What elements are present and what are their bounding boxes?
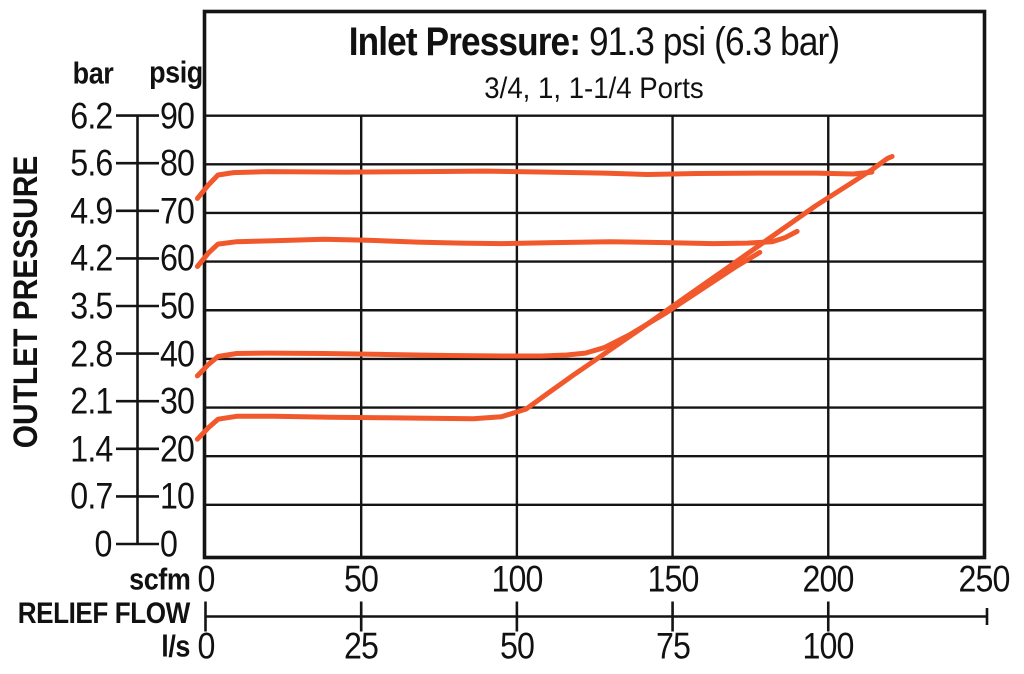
ls-tick-100: 100: [802, 625, 855, 667]
curve-set-78-psig: [194, 168, 875, 201]
psig-tick-30: 30: [160, 380, 195, 422]
bar-tick-4.9: 4.9: [69, 190, 113, 232]
bar-tick-0.7: 0.7: [69, 475, 113, 517]
bar-tick-3.5: 3.5: [69, 285, 113, 327]
psig-tick-80: 80: [160, 142, 195, 184]
curve-set-64-psig: [194, 228, 800, 269]
bar-tick-2.8: 2.8: [69, 333, 113, 375]
curve-set-28-psig: [194, 154, 895, 442]
ls-tick-50: 50: [499, 625, 535, 667]
scfm-tick-100: 100: [491, 558, 543, 600]
psig-tick-40: 40: [160, 333, 195, 375]
plot-border: [202, 9, 987, 560]
chart-title-label: Inlet Pressure:: [348, 20, 581, 64]
scfm-tick-50: 50: [344, 558, 379, 600]
scfm-tick-0: 0: [196, 558, 215, 600]
bar-tick-6.2: 6.2: [69, 95, 113, 137]
x-unit-scfm-label: scfm: [128, 561, 191, 597]
psig-tick-10: 10: [160, 475, 195, 517]
scfm-tick-250: 250: [958, 558, 1010, 600]
bar-tick-2.1: 2.1: [69, 380, 113, 422]
psig-tick-90: 90: [160, 95, 195, 137]
chart-title: Inlet Pressure: 91.3 psi (6.3 bar): [251, 22, 937, 62]
psig-tick-70: 70: [160, 190, 195, 232]
bar-tick-0: 0: [94, 523, 113, 565]
psig-tick-20: 20: [160, 428, 195, 470]
psig-tick-60: 60: [160, 237, 195, 279]
ls-tick-25: 25: [344, 625, 379, 667]
ls-tick-75: 75: [655, 625, 691, 667]
bar-tick-1.4: 1.4: [69, 428, 113, 470]
bar-tick-5.6: 5.6: [69, 142, 113, 184]
scfm-tick-200: 200: [802, 558, 855, 600]
x-unit-ls-label: l/s: [161, 628, 190, 664]
ls-tick-0: 0: [196, 625, 215, 667]
y-unit-psig-label: psig: [149, 54, 203, 90]
chart-title-value: 91.3 psi (6.3 bar): [580, 20, 840, 64]
scfm-tick-150: 150: [647, 558, 699, 600]
y-axis-title: OUTLET PRESSURE: [7, 155, 45, 449]
x-axis-title: RELIEF FLOW: [17, 597, 191, 630]
psig-tick-50: 50: [160, 285, 195, 327]
psig-tick-0: 0: [160, 523, 178, 565]
curve-set-41-psig: [194, 249, 763, 379]
y-unit-bar-label: bar: [72, 55, 114, 91]
bar-tick-4.2: 4.2: [69, 237, 113, 279]
chart-subtitle: 3/4, 1, 1-1/4 Ports: [484, 72, 704, 105]
